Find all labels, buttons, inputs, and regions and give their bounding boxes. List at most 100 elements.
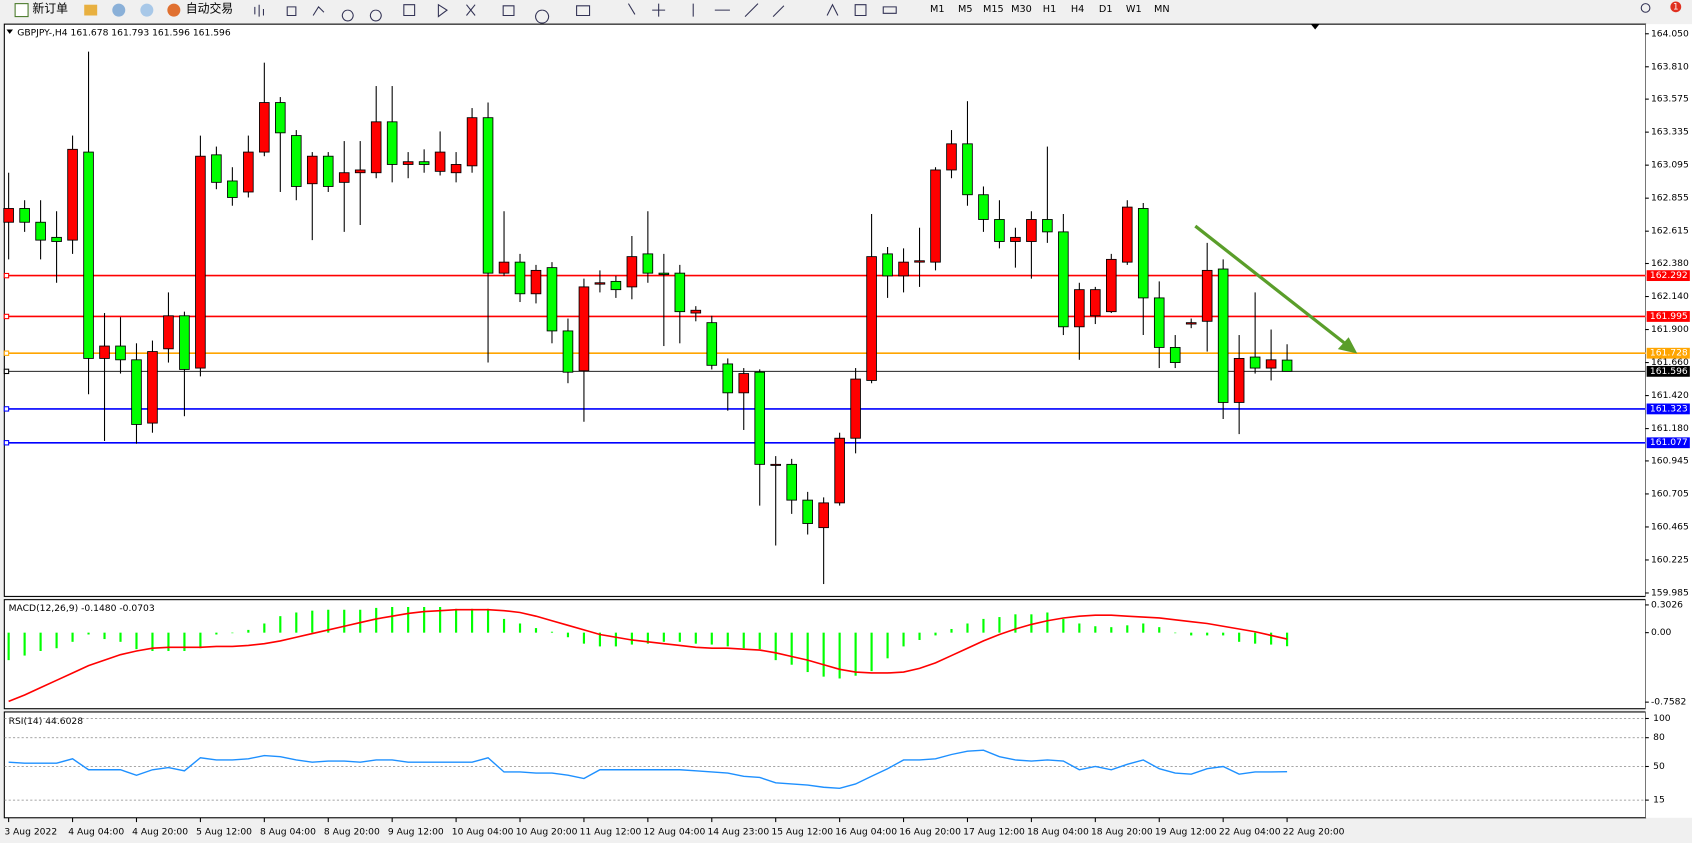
- x-tick-label: 18 Aug 04:00: [1027, 826, 1089, 837]
- x-tick-label: 11 Aug 12:00: [580, 826, 642, 837]
- candle-body: [1153, 297, 1165, 348]
- y-tick-label: 50: [1653, 761, 1665, 772]
- price-label: 161.728: [1650, 348, 1688, 359]
- macd-histogram-bar: [950, 628, 953, 633]
- x-tick-label: 18 Aug 20:00: [1091, 826, 1153, 837]
- candle-body: [1026, 219, 1037, 242]
- candle-body: [1074, 289, 1085, 328]
- y-tick-label: 163.810: [1651, 61, 1689, 72]
- macd-histogram-bar: [359, 609, 362, 633]
- candle-body: [818, 502, 829, 529]
- candle-body: [802, 499, 813, 524]
- candle-body: [163, 315, 174, 350]
- macd-histogram-bar: [502, 618, 506, 633]
- y-tick-label: -0.7582: [1651, 697, 1686, 708]
- new-order-button[interactable]: 新订单: [32, 2, 68, 16]
- timeframe-button[interactable]: H1: [1043, 4, 1056, 15]
- candle-body: [243, 151, 254, 193]
- timeframe-button[interactable]: MN: [1154, 4, 1170, 15]
- macd-histogram-bar: [646, 632, 649, 644]
- candle-body: [914, 260, 925, 263]
- price-label: 162.292: [1650, 270, 1688, 281]
- symbol-menu-marker: [6, 29, 13, 34]
- candle-body: [1249, 356, 1261, 369]
- timeframe-button[interactable]: M30: [1011, 4, 1032, 15]
- macd-histogram-bar: [279, 616, 282, 633]
- toolbar-icon[interactable]: [84, 4, 98, 16]
- candle-body: [1058, 231, 1069, 328]
- candle-body: [19, 208, 30, 223]
- toolbar-icon[interactable]: [140, 3, 154, 17]
- candle-body: [1169, 346, 1181, 363]
- macd-histogram-bar: [550, 631, 554, 633]
- rsi-pane: [3, 711, 1647, 819]
- y-tick-label: 163.335: [1651, 127, 1689, 138]
- macd-histogram-bar: [678, 632, 681, 642]
- candle-body: [674, 272, 686, 313]
- timeframe-button[interactable]: D1: [1099, 4, 1113, 15]
- price-line-handle: [3, 440, 10, 446]
- timeframe-button[interactable]: M15: [983, 4, 1004, 15]
- macd-histogram-bar: [375, 607, 378, 633]
- macd-histogram-bar: [1222, 632, 1225, 636]
- x-tick-label: 22 Aug 20:00: [1283, 826, 1345, 837]
- macd-histogram-bar: [838, 632, 841, 679]
- macd-histogram-bar: [886, 632, 889, 659]
- candle-body: [690, 309, 702, 314]
- y-tick-label: 15: [1653, 795, 1665, 806]
- macd-title: MACD(12,26,9) -0.1480 -0.0703: [9, 603, 155, 614]
- candle-body: [898, 261, 909, 277]
- auto-trading-icon[interactable]: [167, 3, 181, 17]
- y-tick-label: 161.900: [1651, 324, 1689, 335]
- macd-histogram-bar: [39, 632, 42, 651]
- macd-histogram-bar: [806, 632, 809, 673]
- candle-body: [211, 154, 222, 183]
- macd-histogram-bar: [1030, 614, 1033, 633]
- macd-histogram-bar: [534, 628, 538, 633]
- candle-body: [1217, 268, 1229, 403]
- macd-histogram-bar: [423, 606, 426, 633]
- toolbar: 新订单 自动交易 1 M1 M5 M15 M30 H1 H4 D1 W1 MN: [0, 0, 1692, 24]
- candle-body: [1042, 219, 1053, 233]
- timeframe-button[interactable]: M1: [930, 4, 945, 15]
- y-tick-label: 160.465: [1651, 521, 1689, 532]
- macd-histogram-bar: [566, 632, 570, 638]
- new-order-icon[interactable]: [14, 3, 29, 18]
- candle-body: [754, 371, 766, 465]
- x-tick-label: 8 Aug 04:00: [260, 826, 316, 837]
- macd-histogram-bar: [1286, 632, 1289, 647]
- macd-histogram-bar: [902, 632, 905, 647]
- candle-body: [546, 267, 558, 332]
- x-tick-label: 16 Aug 20:00: [899, 826, 961, 837]
- macd-histogram-bar: [263, 623, 266, 633]
- macd-histogram-bar: [1078, 623, 1081, 633]
- candle-body: [738, 373, 750, 394]
- timeframe-button[interactable]: W1: [1126, 4, 1142, 15]
- candle-body: [706, 322, 718, 366]
- search-icon[interactable]: [1640, 3, 1651, 13]
- timeframe-button[interactable]: H4: [1071, 4, 1084, 15]
- x-tick-label: 4 Aug 04:00: [68, 826, 124, 837]
- x-tick-label: 22 Aug 04:00: [1219, 826, 1281, 837]
- auto-trading-button[interactable]: 自动交易: [186, 2, 233, 16]
- candle-body: [179, 315, 190, 370]
- y-tick-label: 100: [1653, 713, 1671, 724]
- y-tick-label: 162.140: [1651, 291, 1689, 302]
- candle-body: [850, 378, 861, 439]
- timeframe-button[interactable]: M5: [958, 4, 973, 15]
- candle-body: [1106, 258, 1117, 313]
- candle-body: [354, 169, 366, 174]
- candle-body: [370, 121, 382, 174]
- candle-body: [514, 261, 526, 295]
- notification-badge[interactable]: [1670, 1, 1682, 13]
- y-tick-label: 162.380: [1651, 258, 1689, 269]
- toolbar-icon[interactable]: [112, 3, 126, 17]
- rsi-title: RSI(14) 44.6028: [9, 716, 84, 727]
- candle-body: [3, 208, 14, 223]
- y-tick-label: 162.855: [1651, 193, 1689, 204]
- toolbar-background: [0, 0, 1692, 21]
- x-tick-label: 9 Aug 12:00: [388, 826, 444, 837]
- macd-histogram-bar: [486, 608, 490, 633]
- y-tick-label: 163.095: [1651, 160, 1689, 171]
